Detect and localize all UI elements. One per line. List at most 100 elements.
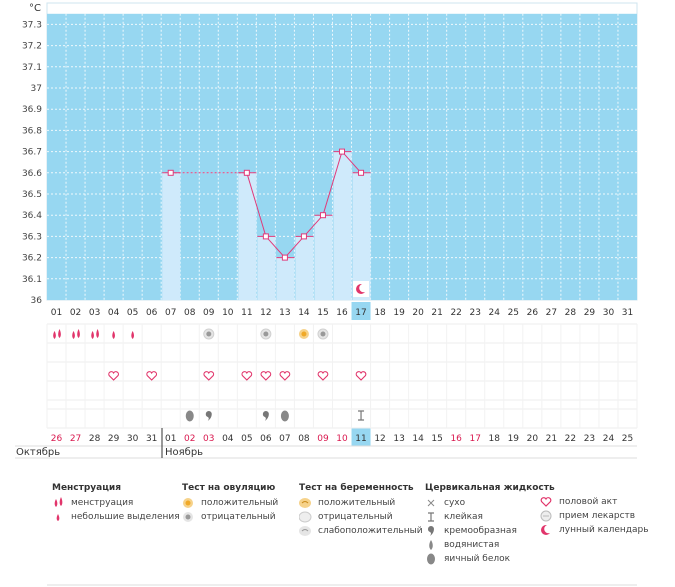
y-tick-label: 36.5 [22,190,42,200]
blood-drop-small-icon [131,331,134,339]
blood-drops-icon [53,329,61,339]
egg-white-icon [425,553,439,565]
ovulation-positive-dot [301,331,307,337]
legend-ovulation-title: Тест на овуляцию [182,483,276,493]
legend-label-pregnancy-positive: положительный [318,498,396,508]
today-day-cell [351,302,371,320]
cycle-date-label: 01 [165,434,176,444]
heart-icon [241,371,253,381]
pregnancy-negative-icon [298,511,313,523]
temperature-line [246,172,267,237]
blood-drop [58,329,61,338]
cycle-date-label: 17 [469,434,480,444]
y-tick-label: 37.1 [22,63,42,73]
heart-icon [540,496,554,508]
x-tick-label: 20 [412,308,424,318]
legend-item-intercourse: половой акт [540,495,649,509]
cycle-date-label: 26 [51,434,63,444]
cycle-date-label: 29 [108,434,120,444]
x-tick-label: 12 [260,308,271,318]
cycle-date-label: 12 [374,434,385,444]
ovulation-negative-icon [182,511,196,523]
cycle-date-label: 22 [565,434,576,444]
legend-label-egg-white: яичный белок [444,554,511,564]
x-tick-label: 04 [108,308,120,318]
cycle-date-label: 15 [431,434,442,444]
legend-item-moon: лунный календарь [540,523,649,537]
legend-label-menstruation: менструация [71,498,134,508]
blood-drop-small-icon [52,511,66,523]
x-tick-label: 11 [241,308,252,318]
x-tick-label: 24 [489,308,501,318]
x-tick-label: 02 [70,308,81,318]
legend-cervical-title: Цервикальная жидкость [425,483,555,493]
legend-label-sticky: клейкая [444,512,483,522]
cycle-date-label: 19 [508,434,520,444]
heart-icon [260,371,272,381]
legend-label-ovulation-positive: положительный [201,498,279,508]
legend-label-pregnancy-weak: слабоположительный [318,526,423,536]
x-tick-label: 16 [336,308,348,318]
cycle-date-label: 31 [146,434,157,444]
x-tick-label: 06 [146,308,158,318]
legend-label-creamy: кремообразная [444,526,517,536]
temperature-line [341,151,362,174]
x-tick-label: 17 [355,308,366,318]
temperature-bar [162,172,181,300]
month-label-october: Октябрь [16,447,61,458]
legend-item-pregnancy-negative: отрицательный [298,510,423,524]
cycle-date-label: 13 [393,434,404,444]
cycle-date-label: 11 [355,434,366,444]
legend-label-medication: прием лекарств [559,511,636,521]
legend-label-spotting: небольшие выделения [71,512,180,522]
temperature-point [339,148,345,155]
y-tick-label: 36.3 [22,232,42,242]
temperature-bar [333,151,352,300]
cycle-date-label: 08 [298,434,310,444]
cycle-date-label: 16 [450,434,462,444]
cycle-date-label: 18 [489,434,501,444]
x-tick-label: 18 [374,308,386,318]
temperature-bar [314,215,333,300]
legend-item-pregnancy-positive: положительный [299,496,423,510]
cycle-date-label: 28 [89,434,101,444]
cycle-date-label: 30 [127,434,139,444]
y-tick-label: 36.9 [22,105,42,115]
y-tick-label: 36 [31,296,43,306]
moon-icon-cut [359,283,368,293]
blood-drop [72,331,75,339]
cycle-date-label: 14 [412,434,424,444]
ovulation-positive-icon [182,497,196,509]
y-tick-label: 37.2 [22,42,42,52]
legend-label-watery: водянистая [444,540,500,550]
legend-label-dry: сухо [444,498,466,508]
ovulation-negative-dot [320,331,326,337]
temperature-line [303,214,324,237]
blood-drop [77,329,80,338]
temperature-point [262,233,269,240]
legend-item-medication: прием лекарств [540,509,649,523]
legend-item-ovulation-negative: отрицательный [182,510,278,524]
cycle-date-label: 23 [584,434,595,444]
blood-drop-small-icon [112,331,115,339]
y-tick-label: 36.4 [22,211,42,221]
heart-icon [317,371,329,381]
cycle-date-label: 10 [336,434,348,444]
cycle-date-label: 25 [622,434,633,444]
legend-item-ovulation-positive: положительный [182,496,278,510]
temperature-bar [352,172,371,300]
temperature-line [265,236,286,258]
y-tick-label: 36.8 [22,126,42,136]
legend-pregnancy: Тест на беременность положительный отриц… [298,481,423,538]
x-tick-label: 21 [431,308,442,318]
y-tick-label: 37 [31,84,42,94]
legend-label-intercourse: половой акт [559,497,618,507]
egg-white-icon [280,410,289,422]
cycle-date-label: 05 [241,434,252,444]
cycle-date-label: 07 [279,434,290,444]
legend-item-watery: водянистая [425,538,555,552]
dry-cross-icon [425,497,439,509]
legend-item-creamy: кремообразная [425,524,555,538]
y-tick-label: 36.2 [22,254,42,264]
cycle-date-label: 27 [70,434,81,444]
